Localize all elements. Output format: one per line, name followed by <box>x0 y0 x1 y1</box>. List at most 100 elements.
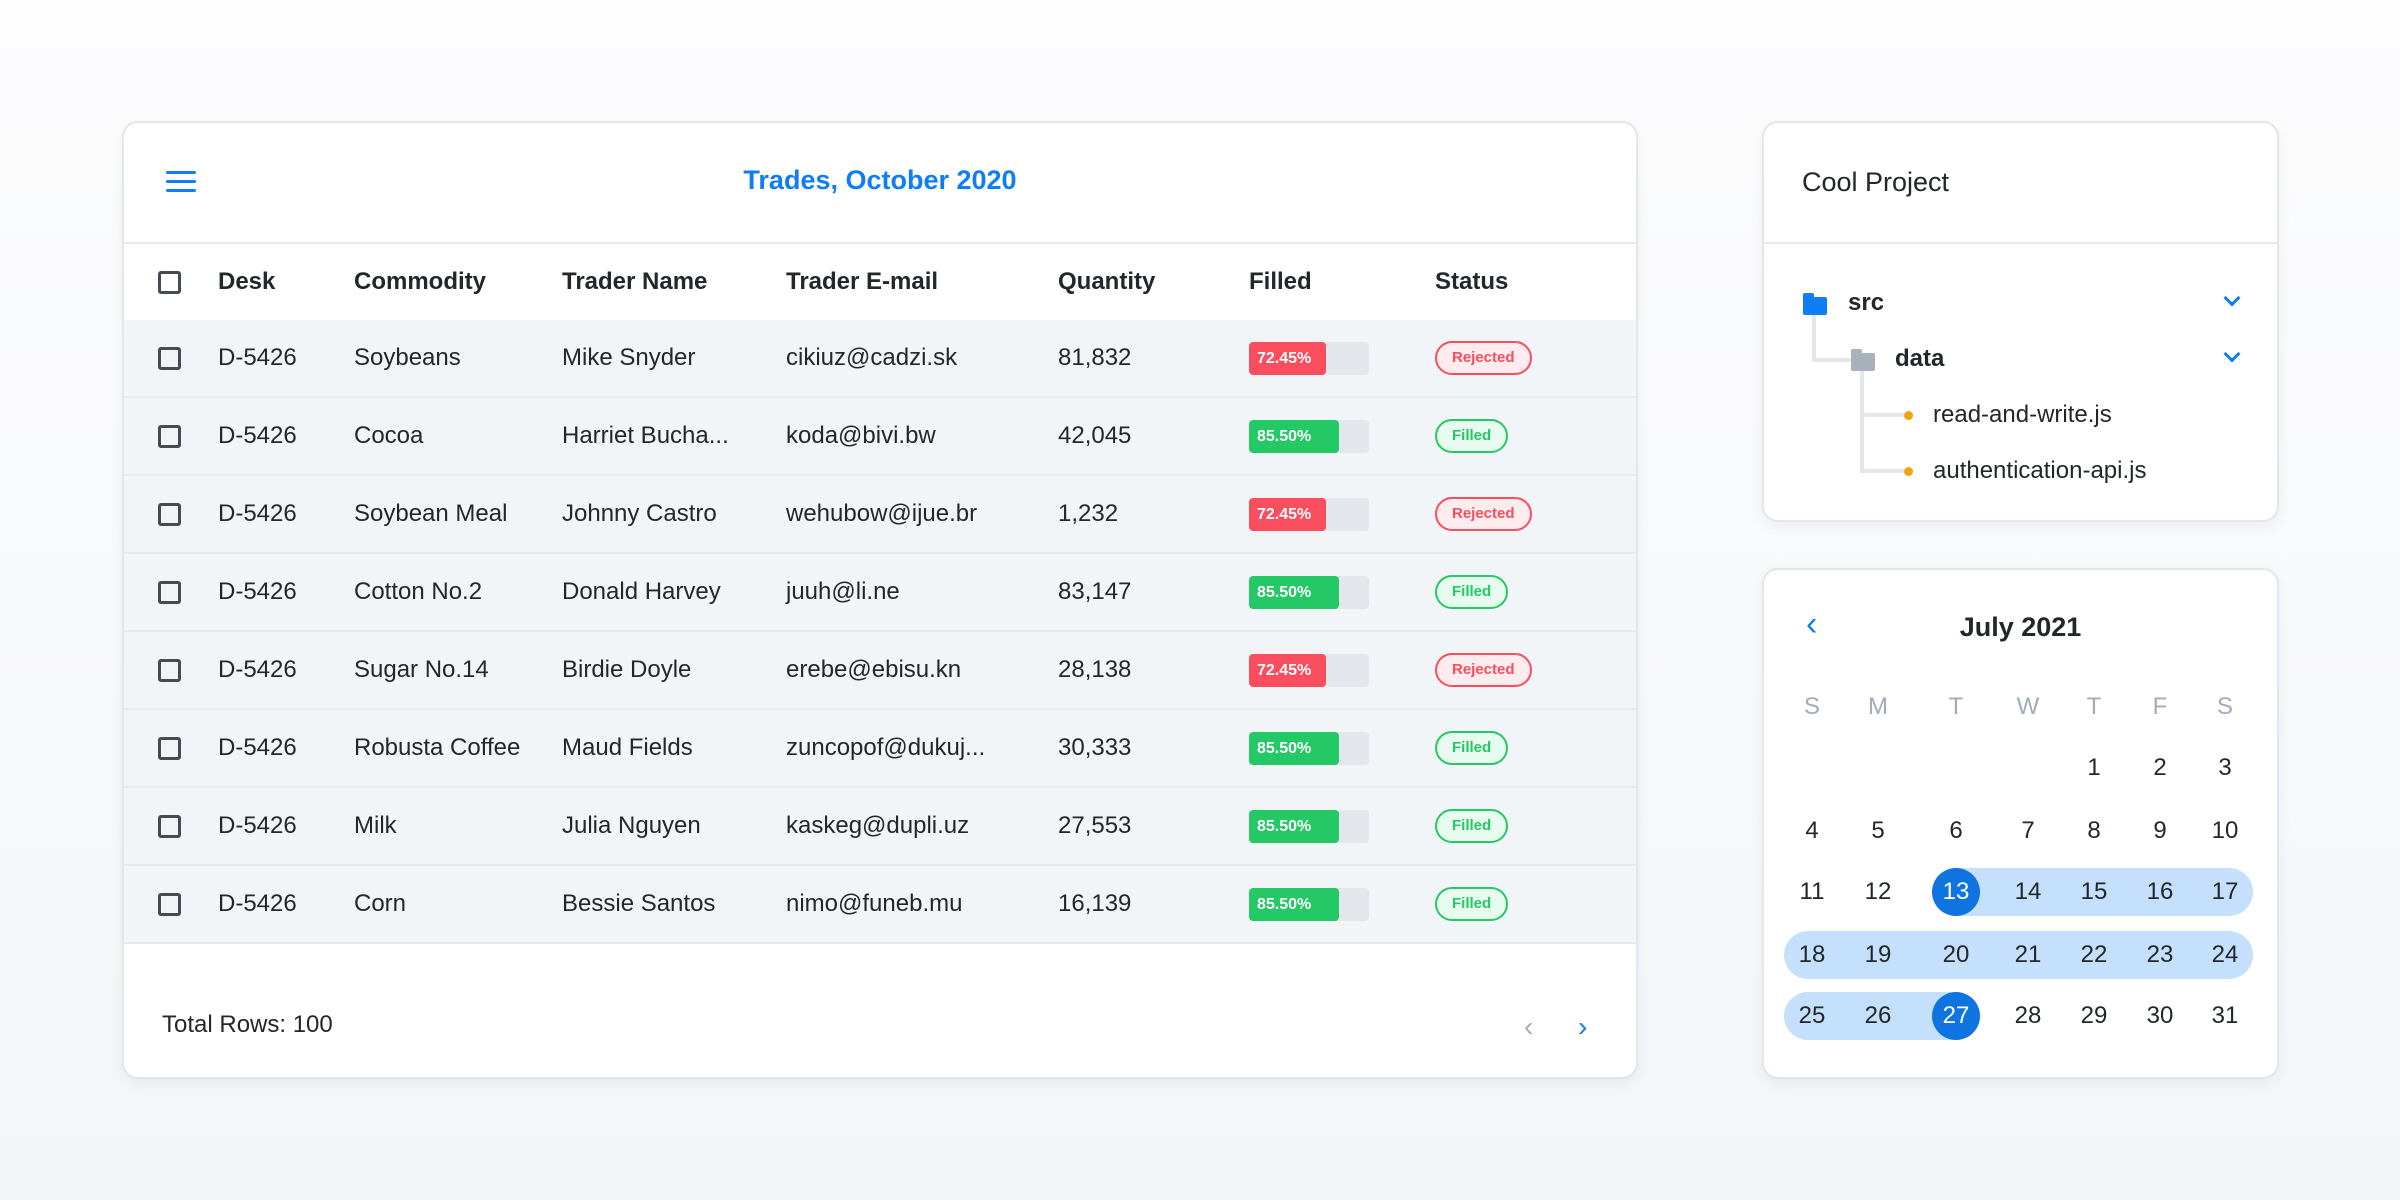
row-checkbox[interactable] <box>158 659 181 682</box>
calendar-day[interactable]: 9 <box>2153 817 2167 844</box>
filled-progress-bar: 72.45% <box>1249 654 1369 687</box>
cell-quantity: 28,138 <box>1058 656 1132 683</box>
cell-email: nimo@funeb.mu <box>786 890 963 917</box>
table-header-bar: Trades, October 2020 <box>124 123 1636 244</box>
row-checkbox[interactable] <box>158 893 181 916</box>
chevron-left-icon[interactable]: ‹ <box>1806 605 1818 643</box>
column-header[interactable]: Filled <box>1249 268 1312 295</box>
calendar-day[interactable]: 23 <box>2146 941 2174 968</box>
cell-commodity: Sugar No.14 <box>354 656 489 683</box>
calendar-day[interactable]: 7 <box>2021 817 2035 844</box>
cell-desk: D-5426 <box>218 812 297 839</box>
calendar-day[interactable]: 22 <box>2080 941 2108 968</box>
chevron-left-icon[interactable]: ‹ <box>1524 1011 1534 1042</box>
tree-folder-src[interactable]: src <box>1848 289 1885 316</box>
cell-desk: D-5426 <box>218 656 297 683</box>
calendar-day[interactable]: 29 <box>2080 1002 2108 1029</box>
file-dot-icon <box>1904 411 1913 420</box>
column-header[interactable]: Desk <box>218 268 276 295</box>
table-row[interactable]: D-5426 Robusta Coffee Maud Fields zuncopof@… <box>124 710 1636 788</box>
chevron-right-icon[interactable]: › <box>1578 1011 1588 1042</box>
calendar-day[interactable]: 5 <box>1871 817 1885 844</box>
hamburger-menu-icon[interactable] <box>166 171 196 193</box>
column-header[interactable]: Quantity <box>1058 268 1156 295</box>
cell-desk: D-5426 <box>218 890 297 917</box>
row-checkbox[interactable] <box>158 347 181 370</box>
table-row[interactable]: D-5426 Soybean Meal Johnny Castro wehubow@i… <box>124 476 1636 554</box>
calendar-day[interactable]: 8 <box>2087 817 2101 844</box>
table-row[interactable]: D-5426 Corn Bessie Santos nimo@funeb.mu 16,1… <box>124 866 1636 944</box>
trades-table-card: Trades, October 2020 Desk Commodity Trader… <box>122 121 1638 1079</box>
progress-fill: 85.50% <box>1249 732 1340 765</box>
cell-trader: Birdie Doyle <box>562 656 692 683</box>
tree-folder-data[interactable]: data <box>1895 345 1945 372</box>
cell-commodity: Corn <box>354 890 407 917</box>
tree-file[interactable]: read-and-write.js <box>1933 401 2112 428</box>
select-all-checkbox[interactable] <box>158 271 181 294</box>
calendar-day[interactable]: 4 <box>1805 817 1819 844</box>
calendar-title: July 2021 <box>1959 612 2082 642</box>
table-row[interactable]: D-5426 Milk Julia Nguyen kaskeg@dupli.uz 27,… <box>124 788 1636 866</box>
filled-progress-bar: 85.50% <box>1249 810 1369 843</box>
tree-file[interactable]: authentication-api.js <box>1933 457 2147 484</box>
column-header[interactable]: Commodity <box>354 268 486 295</box>
cell-quantity: 27,553 <box>1058 812 1132 839</box>
column-header[interactable]: Trader E-mail <box>786 268 939 295</box>
row-checkbox[interactable] <box>158 815 181 838</box>
row-checkbox[interactable] <box>158 737 181 760</box>
weekday-label: S <box>1803 693 1820 720</box>
cell-desk: D-5426 <box>218 344 297 371</box>
cell-email: kaskeg@dupli.uz <box>786 812 970 839</box>
status-badge: Rejected <box>1435 497 1532 531</box>
calendar-day[interactable]: 16 <box>2146 878 2174 905</box>
calendar-day[interactable]: 21 <box>2014 941 2042 968</box>
progress-fill: 85.50% <box>1249 576 1340 609</box>
status-badge: Filled <box>1435 809 1509 843</box>
row-checkbox[interactable] <box>158 425 181 448</box>
calendar-day[interactable]: 20 <box>1942 941 1970 968</box>
calendar-day[interactable]: 11 <box>1799 878 1825 905</box>
weekday-label: W <box>2016 693 2040 720</box>
calendar-day[interactable]: 30 <box>2146 1002 2174 1029</box>
cell-commodity: Milk <box>354 812 397 839</box>
column-header[interactable]: Status <box>1435 268 1509 295</box>
status-badge: Filled <box>1435 731 1509 765</box>
calendar-day[interactable]: 24 <box>2211 941 2239 968</box>
table-row[interactable]: D-5426 Cocoa Harriet Bucha... koda@bivi.bw 4… <box>124 398 1636 476</box>
cell-commodity: Soybeans <box>354 344 461 371</box>
calendar-day[interactable]: 15 <box>2080 878 2108 905</box>
filled-progress-bar: 72.45% <box>1249 342 1369 375</box>
tree-header: Cool Project <box>1764 123 2277 244</box>
calendar-day[interactable]: 27 <box>1932 992 1980 1040</box>
row-checkbox[interactable] <box>158 581 181 604</box>
calendar-day[interactable]: 6 <box>1949 817 1963 844</box>
column-header[interactable]: Trader Name <box>562 268 708 295</box>
cell-email: juuh@li.ne <box>786 578 900 605</box>
calendar-day[interactable]: 31 <box>2211 1002 2239 1029</box>
table-row[interactable]: D-5426 Soybeans Mike Snyder cikiuz@cadzi.sk… <box>124 320 1636 398</box>
calendar-day[interactable]: 13 <box>1932 868 1980 916</box>
weekday-label: T <box>2086 693 2102 720</box>
calendar-day[interactable]: 19 <box>1864 941 1892 968</box>
calendar-day[interactable]: 10 <box>2211 817 2239 844</box>
cell-quantity: 42,045 <box>1058 422 1132 449</box>
calendar-day[interactable]: 28 <box>2014 1002 2042 1029</box>
calendar-day[interactable]: 17 <box>2211 878 2239 905</box>
calendar-day[interactable]: 1 <box>2087 754 2101 781</box>
calendar-day[interactable]: 12 <box>1864 878 1892 905</box>
progress-fill: 72.45% <box>1249 654 1326 687</box>
cell-quantity: 1,232 <box>1058 500 1119 527</box>
calendar-day[interactable]: 14 <box>2014 878 2042 905</box>
table-row[interactable]: D-5426 Sugar No.14 Birdie Doyle erebe@ebisu… <box>124 632 1636 710</box>
cell-trader: Maud Fields <box>562 734 693 761</box>
total-rows: Total Rows: 100 <box>162 1011 333 1038</box>
filled-progress-bar: 72.45% <box>1249 498 1369 531</box>
calendar-day[interactable]: 26 <box>1864 1002 1892 1029</box>
table-row[interactable]: D-5426 Cotton No.2 Donald Harvey juuh@li.ne… <box>124 554 1636 632</box>
calendar-day[interactable]: 2 <box>2153 754 2167 781</box>
calendar-day[interactable]: 18 <box>1798 941 1826 968</box>
calendar-day[interactable]: 25 <box>1798 1002 1826 1029</box>
row-checkbox[interactable] <box>158 503 181 526</box>
calendar-day[interactable]: 3 <box>2218 754 2232 781</box>
status-badge: Rejected <box>1435 341 1532 375</box>
